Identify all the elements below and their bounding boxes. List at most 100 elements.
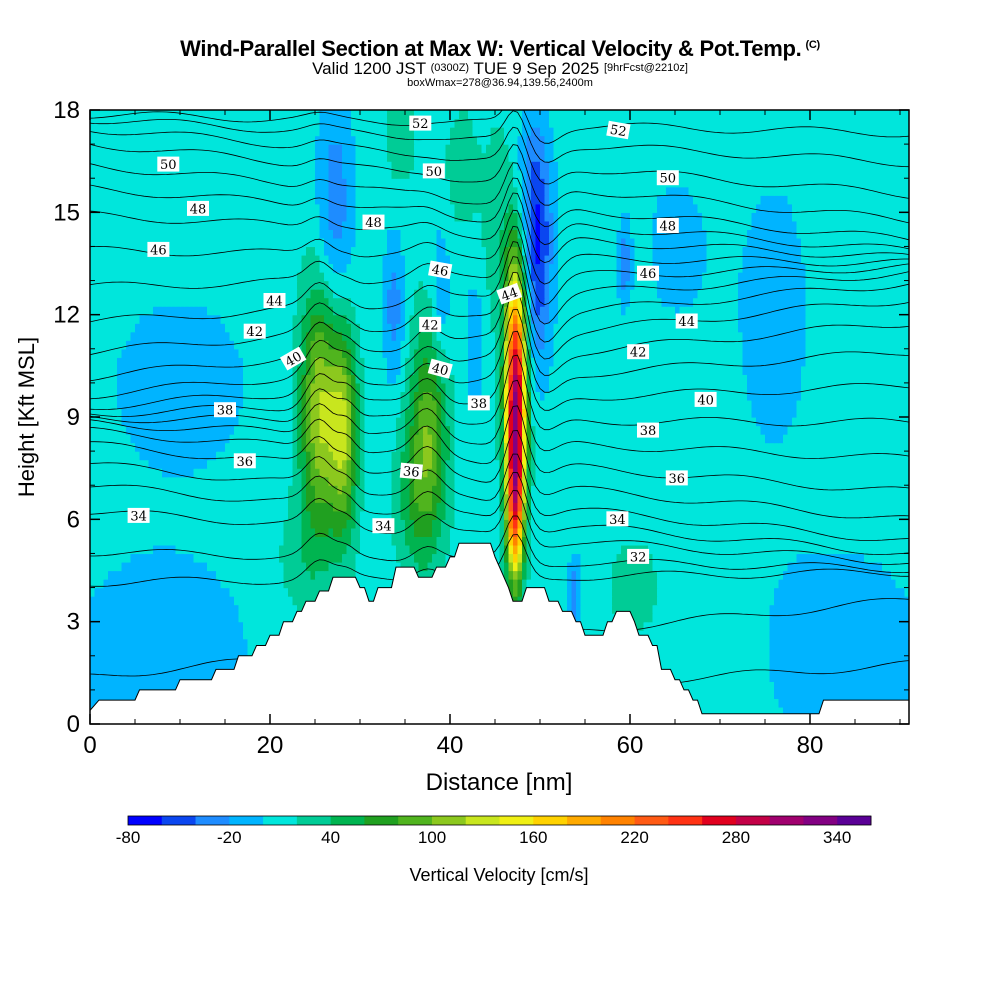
velocity-cell xyxy=(549,502,555,512)
velocity-cell xyxy=(414,544,420,555)
velocity-cell xyxy=(486,493,492,503)
velocity-cell xyxy=(225,638,231,648)
velocity-cell xyxy=(319,561,325,572)
velocity-cell xyxy=(684,493,690,503)
velocity-cell xyxy=(333,561,339,572)
velocity-cell xyxy=(117,544,123,555)
velocity-cell xyxy=(279,527,285,537)
velocity-cell xyxy=(702,544,708,555)
velocity-cell xyxy=(567,596,573,606)
velocity-cell xyxy=(900,493,906,503)
velocity-cell xyxy=(855,638,861,648)
velocity-cell xyxy=(166,536,172,546)
velocity-cell xyxy=(337,493,343,503)
velocity-cell xyxy=(693,596,699,606)
velocity-cell xyxy=(891,630,897,640)
velocity-cell xyxy=(823,613,829,623)
velocity-cell xyxy=(148,561,154,572)
velocity-cell xyxy=(184,621,190,631)
velocity-cell xyxy=(153,613,159,623)
velocity-cell xyxy=(360,561,366,572)
velocity-cell xyxy=(751,561,757,572)
velocity-cell xyxy=(274,485,280,495)
velocity-cell xyxy=(238,604,244,614)
velocity-cell xyxy=(733,553,739,563)
velocity-cell xyxy=(405,493,411,503)
velocity-cell xyxy=(774,544,780,555)
velocity-cell xyxy=(733,613,739,623)
velocity-cell xyxy=(769,587,775,597)
velocity-cell xyxy=(94,689,100,700)
velocity-cell xyxy=(153,655,159,665)
velocity-cell xyxy=(153,579,159,589)
velocity-cell xyxy=(238,493,244,503)
velocity-cell xyxy=(837,587,843,597)
velocity-cell xyxy=(306,527,312,537)
velocity-cell xyxy=(580,570,586,580)
velocity-cell xyxy=(634,604,640,614)
velocity-cell xyxy=(823,544,829,555)
velocity-cell xyxy=(769,655,775,665)
velocity-cell xyxy=(850,638,856,648)
velocity-cell xyxy=(904,630,909,640)
velocity-cell xyxy=(265,519,271,529)
velocity-cell xyxy=(445,544,451,555)
velocity-cell xyxy=(504,527,510,537)
velocity-cell xyxy=(724,630,730,640)
velocity-cell xyxy=(180,596,186,606)
velocity-cell xyxy=(891,596,897,606)
velocity-cell xyxy=(418,519,424,529)
velocity-cell xyxy=(364,579,370,589)
velocity-cell xyxy=(342,493,348,503)
velocity-cell xyxy=(792,638,798,648)
velocity-cell xyxy=(553,536,559,546)
velocity-cell xyxy=(801,570,807,580)
velocity-cell xyxy=(657,544,663,555)
velocity-cell xyxy=(742,527,748,537)
velocity-cell xyxy=(670,502,676,512)
velocity-cell xyxy=(288,493,294,503)
velocity-cell xyxy=(846,536,852,546)
velocity-cell xyxy=(747,638,753,648)
velocity-cell xyxy=(94,596,100,606)
velocity-cell xyxy=(477,536,483,546)
velocity-cell xyxy=(166,561,172,572)
velocity-cell xyxy=(873,587,879,597)
velocity-cell xyxy=(792,630,798,640)
velocity-cell xyxy=(841,519,847,529)
velocity-cell xyxy=(666,493,672,503)
velocity-cell xyxy=(742,519,748,529)
velocity-cell xyxy=(126,502,132,512)
velocity-cell xyxy=(625,604,631,614)
velocity-cell xyxy=(153,672,159,682)
velocity-cell xyxy=(184,561,190,572)
velocity-cell xyxy=(279,579,285,589)
velocity-cell xyxy=(481,519,487,529)
velocity-cell xyxy=(886,689,892,700)
velocity-cell xyxy=(864,664,870,674)
velocity-cell xyxy=(108,561,114,572)
velocity-cell xyxy=(531,536,537,546)
velocity-cell xyxy=(652,493,658,503)
velocity-cell xyxy=(585,561,591,572)
velocity-cell xyxy=(391,510,397,520)
velocity-cell xyxy=(153,621,159,631)
velocity-cell xyxy=(220,485,226,495)
velocity-cell xyxy=(238,519,244,529)
velocity-cell xyxy=(724,553,730,563)
velocity-cell xyxy=(778,698,784,708)
velocity-cell xyxy=(621,587,627,597)
velocity-cell xyxy=(198,672,204,682)
velocity-cell xyxy=(130,672,136,682)
velocity-cell xyxy=(648,596,654,606)
velocity-cell xyxy=(810,544,816,555)
velocity-cell xyxy=(562,544,568,555)
velocity-cell xyxy=(126,613,132,623)
velocity-cell xyxy=(679,561,685,572)
velocity-cell xyxy=(819,519,825,529)
velocity-cell xyxy=(207,621,213,631)
velocity-cell xyxy=(873,655,879,665)
velocity-cell xyxy=(504,553,510,563)
velocity-cell xyxy=(729,544,735,555)
velocity-cell xyxy=(850,596,856,606)
